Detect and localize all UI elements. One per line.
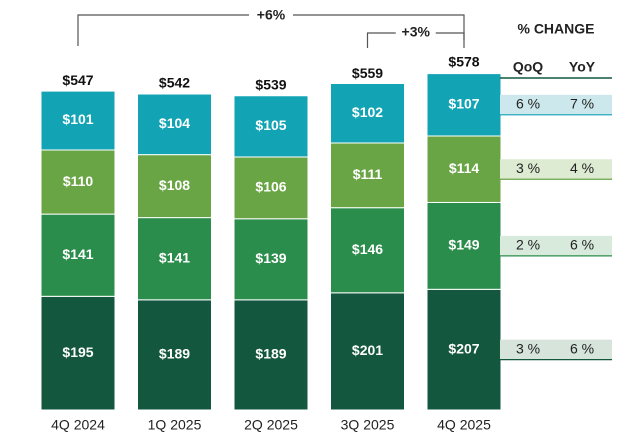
value-label: $108: [159, 177, 190, 193]
total-label: $539: [255, 76, 286, 92]
total-label: $559: [352, 65, 383, 81]
annotation: +6%: [257, 7, 286, 23]
table-cell: 7 %: [570, 96, 594, 112]
row-band: [500, 94, 612, 115]
bracket-label-bg: [249, 6, 293, 24]
table-cell: 2 %: [516, 237, 540, 253]
table-header: QoQ: [513, 59, 543, 75]
bar-segment: [426, 288, 502, 411]
value-label: $195: [62, 344, 93, 360]
value-label: $104: [159, 115, 190, 131]
value-label: $101: [62, 111, 93, 127]
bar-segment: [330, 142, 405, 209]
bar-segment: [233, 218, 309, 301]
value-label: $110: [63, 173, 94, 189]
bar-segment: [137, 93, 212, 156]
value-label: $149: [448, 237, 479, 253]
value-label: $106: [255, 179, 286, 195]
bar-segment: [426, 135, 502, 203]
total-label: $542: [159, 75, 190, 91]
table-cell: 6 %: [570, 237, 594, 253]
bar-segment: [330, 83, 405, 144]
value-label: $141: [62, 246, 93, 262]
row-band: [500, 235, 612, 256]
bar-segment: [233, 95, 309, 158]
table-header: YoY: [569, 59, 596, 75]
total-label: $547: [62, 72, 93, 88]
table-cell: 3 %: [516, 160, 540, 176]
table-cell: 6 %: [570, 340, 594, 356]
bar-segment: [426, 73, 502, 137]
table-title: % CHANGE: [517, 21, 594, 37]
bar-segment: [330, 292, 405, 411]
value-label: $141: [159, 249, 190, 265]
value-label: $107: [448, 96, 479, 112]
value-label: $189: [159, 346, 190, 362]
bar-segment: [137, 154, 212, 219]
value-label: $105: [255, 117, 286, 133]
x-tick-label: 4Q 2025: [437, 417, 491, 433]
total-label: $578: [448, 54, 479, 70]
table-cell: 3 %: [516, 340, 540, 356]
table-cell: 6 %: [516, 96, 540, 112]
bar-segment: [40, 295, 116, 411]
bar-segment: [137, 217, 212, 301]
x-tick-label: 4Q 2024: [51, 417, 105, 433]
x-tick-label: 1Q 2025: [148, 417, 202, 433]
value-label: $146: [352, 241, 383, 257]
value-label: $114: [449, 160, 480, 176]
bar-segment: [137, 299, 212, 411]
value-label: $201: [352, 342, 383, 358]
value-label: $102: [352, 104, 383, 120]
value-label: $207: [448, 340, 479, 356]
table-cell: 4 %: [570, 160, 594, 176]
annotation: +3%: [402, 24, 431, 40]
bar-segment: [233, 156, 309, 220]
bracket-label-bg: [395, 24, 436, 42]
bar-segment: [40, 213, 116, 297]
bar-segment: [40, 90, 116, 151]
value-label: $139: [255, 250, 286, 266]
row-band: [500, 159, 612, 180]
value-label: $111: [353, 166, 383, 182]
value-label: $189: [255, 346, 286, 362]
x-tick-label: 3Q 2025: [341, 417, 395, 433]
bar-segment: [426, 201, 502, 290]
x-tick-label: 2Q 2025: [244, 417, 298, 433]
row-band: [500, 339, 612, 360]
bar-segment: [233, 299, 309, 411]
